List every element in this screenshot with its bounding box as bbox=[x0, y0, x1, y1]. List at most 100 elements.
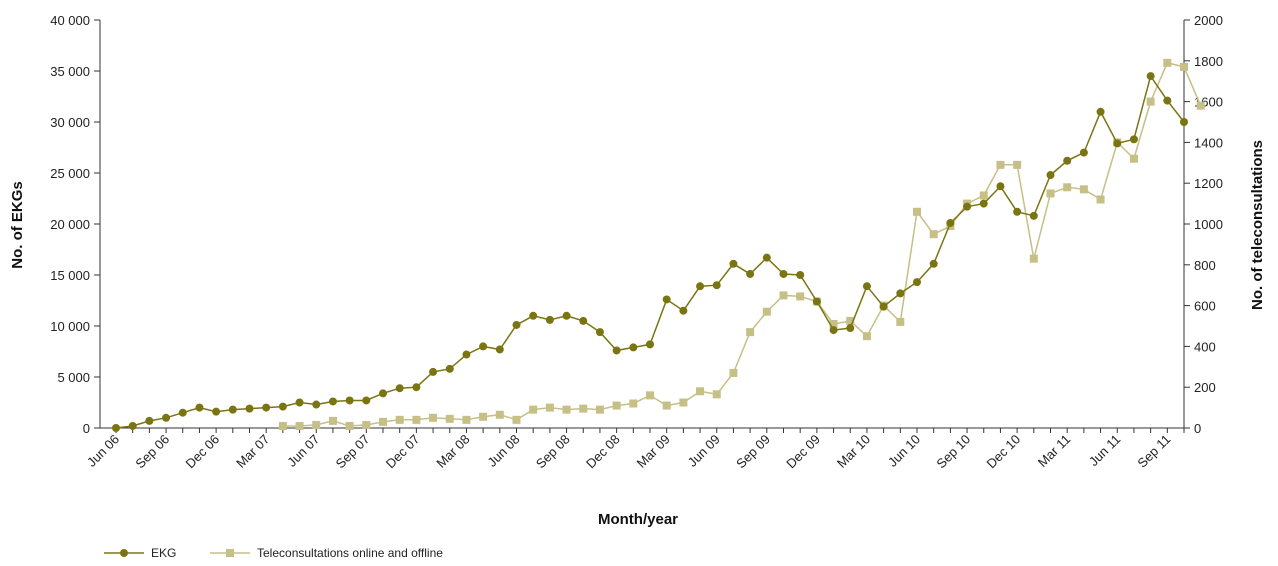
legend-teleconsultations-label: Teleconsultations online and offline bbox=[257, 546, 443, 560]
ekg-point bbox=[445, 364, 454, 373]
x-tick-label: Sep 07 bbox=[333, 432, 373, 472]
y2-tick-label: 600 bbox=[1194, 299, 1216, 314]
ekg-point bbox=[262, 403, 271, 412]
tele-point bbox=[662, 401, 671, 410]
tele-point bbox=[429, 413, 438, 422]
ekg-point bbox=[829, 326, 838, 335]
y-tick-label: 5 000 bbox=[57, 370, 90, 385]
tele-point bbox=[328, 416, 337, 425]
ekg-point bbox=[145, 416, 154, 425]
legend-item-teleconsultations: Teleconsultations online and offline bbox=[210, 546, 443, 560]
ekg-point bbox=[696, 282, 705, 291]
legend-ekg-label: EKG bbox=[151, 546, 176, 560]
tele-point bbox=[779, 291, 788, 300]
tele-point bbox=[762, 307, 771, 316]
x-tick-label: Sep 06 bbox=[132, 432, 172, 472]
tele-point bbox=[1196, 101, 1205, 110]
legend-item-ekg: EKG bbox=[104, 546, 176, 560]
tele-point bbox=[1046, 189, 1055, 198]
ekg-point bbox=[429, 367, 438, 376]
tele-point bbox=[395, 415, 404, 424]
left-y-axis: 0 5 000 10 000 15 000 20 000 25 000 30 000 35 0… bbox=[50, 13, 101, 436]
ekg-point bbox=[512, 320, 521, 329]
x-tick-label: Mar 11 bbox=[1035, 432, 1074, 471]
tele-point bbox=[1180, 62, 1188, 71]
ekg-point bbox=[979, 199, 988, 208]
y2-tick-label: 1200 bbox=[1194, 176, 1223, 191]
y2-tick-label: 1400 bbox=[1194, 135, 1223, 150]
ekg-point bbox=[228, 405, 237, 414]
ekg-point bbox=[1113, 139, 1122, 148]
tele-point bbox=[495, 410, 504, 419]
x-tick-label: Sep 11 bbox=[1134, 432, 1173, 471]
tele-point bbox=[1063, 183, 1072, 192]
ekg-point bbox=[1146, 72, 1155, 81]
tele-point bbox=[445, 414, 454, 423]
ekg-point bbox=[862, 282, 871, 291]
y2-tick-label: 2000 bbox=[1194, 13, 1223, 28]
x-axis: Jun 06 Sep 06 Dec 06 Mar 07 Jun 07 Sep 07 Dec … bbox=[84, 427, 1185, 472]
ekg-point bbox=[495, 345, 504, 354]
tele-point bbox=[679, 398, 688, 407]
x-tick-label: Jun 06 bbox=[84, 432, 122, 470]
tele-point bbox=[629, 399, 638, 408]
x-tick-label: Mar 07 bbox=[233, 432, 272, 471]
ekg-point bbox=[946, 218, 955, 227]
ekg-point bbox=[846, 324, 855, 333]
tele-point bbox=[646, 391, 654, 400]
x-tick-label: Mar 09 bbox=[634, 432, 673, 471]
tele-point bbox=[929, 230, 938, 239]
ekg-point bbox=[379, 389, 387, 398]
tele-point bbox=[1146, 97, 1155, 106]
y2-axis-title: No. of teleconsultations bbox=[1249, 140, 1266, 310]
tele-point bbox=[729, 368, 738, 377]
tele-point bbox=[562, 405, 571, 414]
tele-point bbox=[545, 403, 554, 412]
ekg-point bbox=[462, 350, 471, 359]
tele-point bbox=[612, 401, 621, 410]
ekg-point bbox=[312, 400, 321, 409]
ekg-point bbox=[545, 315, 554, 324]
tele-point bbox=[979, 191, 988, 200]
y2-tick-label: 1000 bbox=[1194, 217, 1223, 232]
ekg-point bbox=[162, 413, 171, 422]
tele-point bbox=[1013, 160, 1022, 169]
y-tick-label: 35 000 bbox=[50, 64, 90, 79]
tele-point bbox=[529, 405, 538, 414]
tele-point bbox=[846, 316, 855, 325]
y2-tick-label: 400 bbox=[1194, 339, 1216, 354]
y2-tick-label: 1800 bbox=[1194, 54, 1223, 69]
ekg-point bbox=[112, 424, 120, 432]
tele-line bbox=[282, 61, 1202, 427]
tele-point bbox=[746, 328, 755, 337]
ekg-point bbox=[345, 396, 354, 405]
ekg-point bbox=[178, 408, 187, 417]
x-tick-label: Mar 08 bbox=[433, 432, 472, 471]
x-tick-label: Jun 09 bbox=[685, 432, 723, 470]
y-tick-label: 30 000 bbox=[50, 115, 90, 130]
ekg-point bbox=[529, 311, 538, 320]
ekg-point bbox=[1079, 148, 1088, 157]
tele-point bbox=[829, 319, 838, 328]
tele-point bbox=[1096, 195, 1105, 204]
ekg-point bbox=[278, 402, 287, 411]
legend: EKG Teleconsultations online and offline bbox=[104, 546, 443, 560]
ekg-point bbox=[1180, 118, 1188, 126]
ekg-point bbox=[913, 278, 921, 287]
tele-point bbox=[595, 405, 604, 414]
x-tick-label: Dec 09 bbox=[783, 432, 823, 472]
ekg-point bbox=[295, 398, 304, 407]
tele-point bbox=[696, 387, 705, 396]
tele-point bbox=[1163, 58, 1172, 67]
ekg-point bbox=[896, 289, 905, 298]
tele-point bbox=[996, 160, 1005, 169]
x-tick-label: Jun 11 bbox=[1086, 432, 1124, 470]
ekg-point bbox=[1063, 156, 1072, 165]
y-tick-label: 40 000 bbox=[50, 13, 90, 28]
tele-point bbox=[512, 415, 521, 424]
tele-point bbox=[796, 292, 805, 301]
ekg-point bbox=[646, 340, 654, 349]
ekg-point bbox=[412, 383, 421, 392]
tele-point bbox=[1029, 254, 1038, 263]
